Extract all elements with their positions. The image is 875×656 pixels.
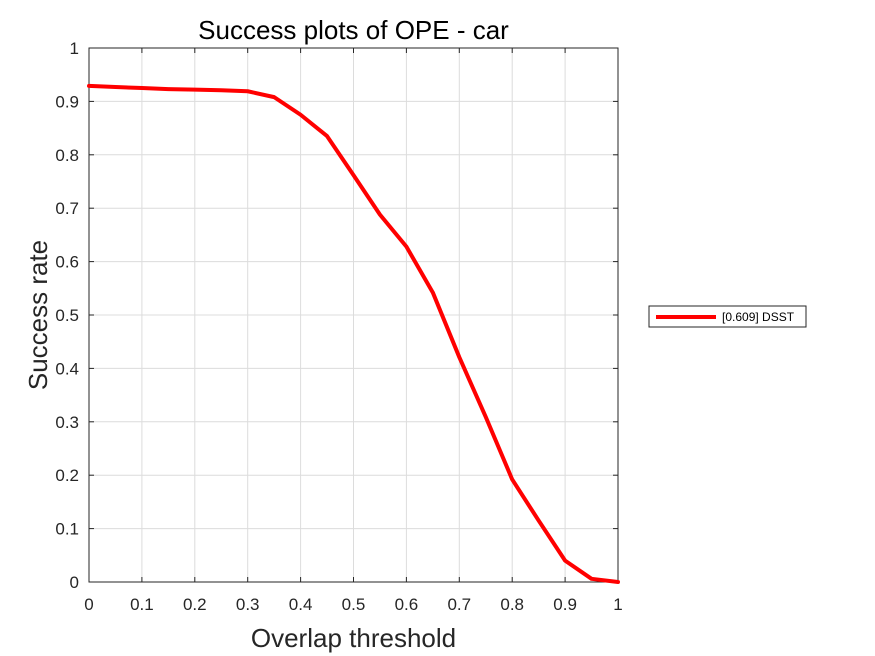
x-tick-label: 0.4 [289,595,313,614]
x-tick-label: 0 [84,595,93,614]
y-tick-label: 0.8 [55,146,79,165]
legend: [0.609] DSST [648,305,807,328]
legend-label-dsst: [0.609] DSST [722,310,795,324]
x-tick-label: 0.8 [500,595,524,614]
y-tick-label: 0.3 [55,413,79,432]
x-tick-label: 0.1 [130,595,154,614]
axis-ticks: 0 0.1 0.2 0.3 0.4 0.5 0.6 0.7 0.8 0.9 1 0 0.1 0.2 0.3 0… [55,39,622,614]
series-line-0 [87,83,620,584]
grid [88,47,619,583]
x-tick-label: 0.5 [342,595,366,614]
y-tick-label: 0.6 [55,253,79,272]
y-tick-label: 0.1 [55,520,79,539]
x-tick-label: 0.7 [447,595,471,614]
x-tick-label: 0.6 [395,595,419,614]
x-tick-label: 0.3 [236,595,260,614]
y-axis-title: Success rate [23,240,53,390]
series-lines [87,83,620,584]
y-tick-label: 0.7 [55,199,79,218]
x-tick-label: 0.2 [183,595,207,614]
y-tick-label: 1 [70,39,79,58]
x-axis-title: Overlap threshold [251,623,456,653]
y-tick-label: 0.5 [55,306,79,325]
legend-box [648,305,807,328]
y-tick-label: 0.4 [55,359,79,378]
chart-title: Success plots of OPE - car [198,15,509,45]
y-tick-label: 0 [70,573,79,592]
y-tick-label: 0.2 [55,466,79,485]
x-tick-label: 0.9 [553,595,577,614]
x-tick-label: 1 [613,595,622,614]
y-tick-label: 0.9 [55,92,79,111]
